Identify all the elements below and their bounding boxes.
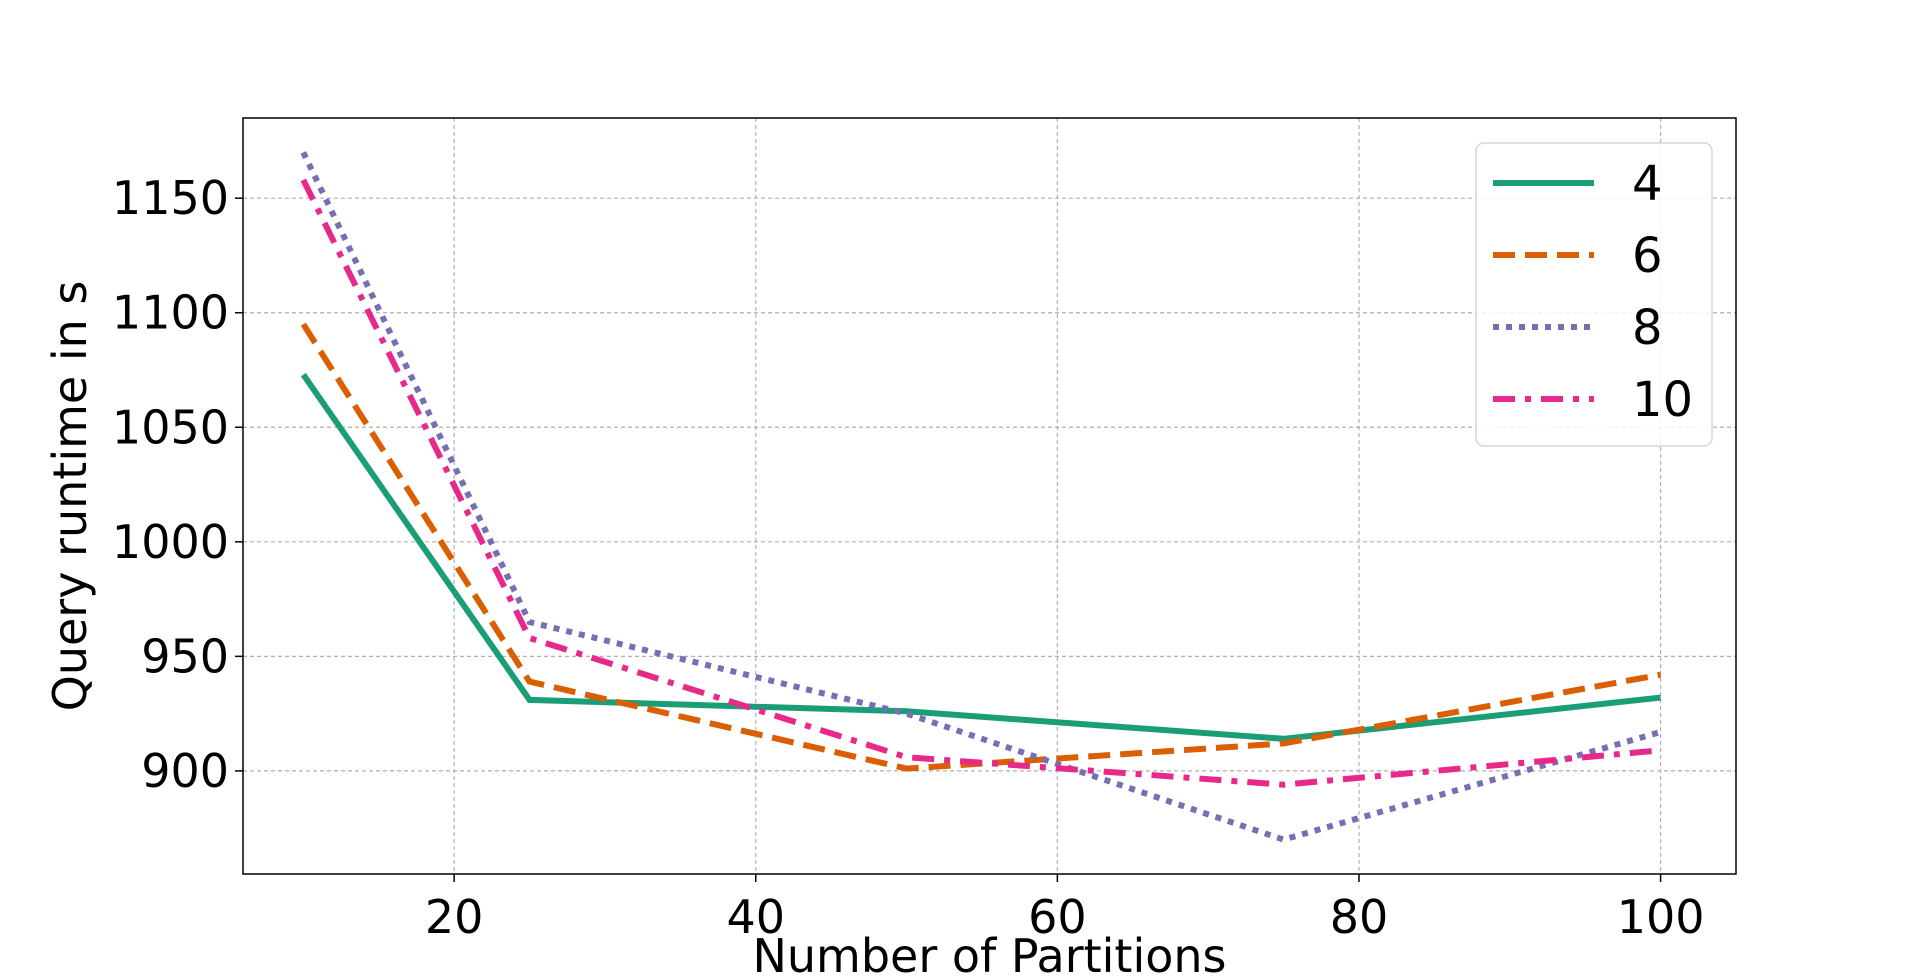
y-tick-label-1: 950 [141, 629, 229, 683]
legend-box [1475, 142, 1713, 447]
y-tick-label-3: 1050 [112, 400, 229, 454]
x-axis-label: Number of Partitions [752, 929, 1226, 977]
y-tick-label-2: 1000 [112, 515, 229, 569]
series-line-4 [300, 372, 1661, 742]
x-tick-label-1: 40 [726, 890, 785, 944]
legend-label-8: 8 [1632, 300, 1663, 356]
series-lines [300, 151, 1662, 843]
x-tick-label-3: 80 [1330, 890, 1389, 944]
legend-label-6: 6 [1632, 228, 1663, 284]
legend-label-10: 10 [1632, 372, 1693, 428]
x-tick-label-4: 100 [1617, 890, 1705, 944]
x-tick-label-2: 60 [1028, 890, 1087, 944]
series-line-6 [300, 322, 1662, 772]
y-tick-label-5: 1150 [112, 171, 229, 225]
legend: 4 6 8 10 [1475, 142, 1713, 447]
x-axis-ticks: 20 40 60 80 100 [425, 874, 1705, 944]
series-line-10 [300, 178, 1661, 788]
y-tick-label-0: 900 [141, 744, 229, 798]
legend-label-4: 4 [1632, 156, 1663, 212]
x-tick-label-0: 20 [425, 890, 484, 944]
series-line-8 [300, 151, 1662, 843]
y-axis-label: Query runtime in s [43, 281, 97, 712]
y-axis-ticks: 900 950 1000 1050 1100 1150 [112, 171, 243, 798]
plot-frame [242, 117, 1737, 875]
y-tick-label-4: 1100 [112, 286, 229, 340]
